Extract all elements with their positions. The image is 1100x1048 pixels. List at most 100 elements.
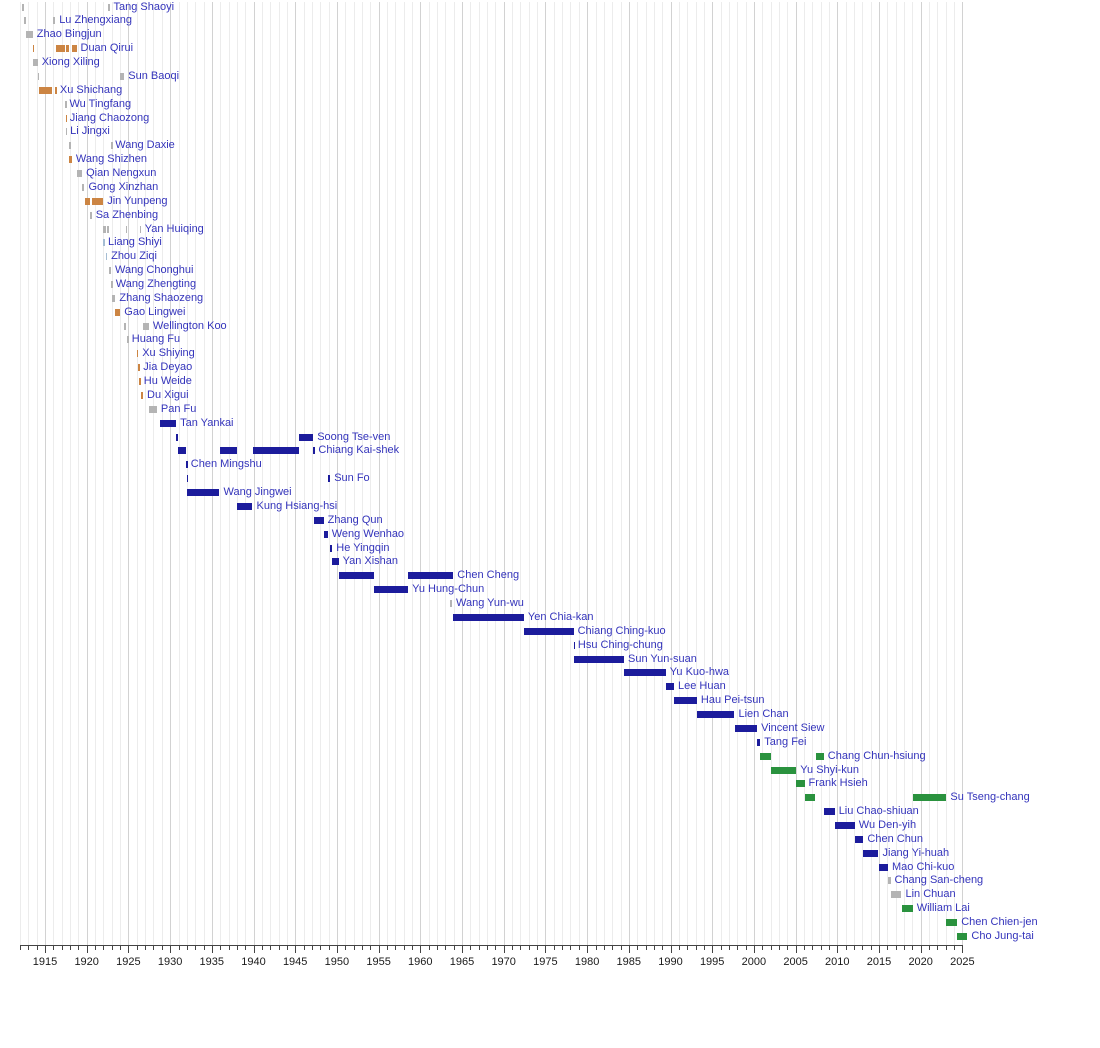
premier-link[interactable]: Wu Tingfang [69, 97, 132, 110]
premier-link[interactable]: Weng Wenhao [331, 527, 405, 540]
premier-link[interactable]: Lee Huan [678, 680, 726, 693]
x-axis-minor-tick [804, 946, 805, 950]
premier-link[interactable]: Xu Shichang [59, 83, 123, 96]
premier-link[interactable]: Chiang Ching-kuo [577, 624, 666, 637]
year-gridline [395, 2, 397, 945]
premier-link[interactable]: Vincent Siew [761, 721, 825, 734]
premier-link[interactable]: Chang San-cheng [894, 874, 984, 887]
premier-link[interactable]: Wang Shizhen [75, 153, 148, 166]
premier-link[interactable]: Kung Hsiang-hsi [256, 499, 338, 512]
premier-link[interactable]: Yu Hung-Chun [412, 583, 485, 596]
x-axis-major-tick [128, 946, 130, 953]
premier-link[interactable]: William Lai [916, 902, 970, 915]
year-gridline [503, 2, 505, 945]
premier-link[interactable]: Hsu Ching-chung [577, 638, 663, 651]
term-bar [573, 641, 576, 649]
year-gridline [487, 2, 488, 945]
year-gridline [403, 2, 405, 945]
year-gridline [295, 2, 297, 945]
premier-link[interactable]: Tang Fei [764, 735, 807, 748]
premier-link[interactable]: Jia Deyao [143, 361, 193, 374]
year-gridline [637, 2, 639, 945]
premier-link[interactable]: Liang Shiyi [108, 236, 162, 249]
premier-link[interactable]: Lien Chan [738, 708, 789, 720]
premier-link[interactable]: Zhang Shaozeng [119, 291, 204, 304]
premier-link[interactable]: Yan Xishan [342, 555, 399, 568]
premier-link[interactable]: Qian Nengxun [86, 167, 157, 179]
term-bar [323, 530, 328, 538]
x-axis-tick-label: 1920 [74, 956, 99, 968]
premier-link[interactable]: Wellington Koo [152, 319, 227, 332]
term-bar [65, 128, 68, 136]
term-bar [124, 322, 126, 330]
premier-link[interactable]: Hu Weide [143, 375, 192, 387]
year-gridline [236, 2, 238, 945]
x-axis-minor-tick [445, 946, 447, 950]
premier-link[interactable]: Yen Chia-kan [527, 610, 594, 623]
premier-link[interactable]: Zhao Bingjun [36, 28, 102, 41]
premier-link[interactable]: Xu Shiying [142, 347, 195, 360]
premier-link[interactable]: Su Tseng-chang [950, 791, 1030, 804]
x-axis-minor-tick [203, 946, 205, 950]
x-axis-minor-tick [778, 946, 780, 950]
premier-link[interactable]: He Yingqin [336, 541, 390, 554]
premier-link[interactable]: Li Jingxi [70, 125, 110, 138]
plot-area: Tang Shaoyi Lu Zhengxiang Zhao Bingjun Duan… [20, 0, 1038, 968]
premier-link[interactable]: Zhang Qun [327, 513, 383, 526]
premier-link[interactable]: Chen Mingshu [190, 458, 262, 471]
premier-link[interactable]: Wu Den-yih [858, 818, 917, 831]
premier-link[interactable]: Liu Chao-shiuan [838, 805, 919, 818]
term-bar [901, 905, 913, 913]
premier-link[interactable]: Wang Chonghui [115, 264, 194, 277]
premier-link[interactable]: Tan Yankai [180, 416, 234, 429]
premier-link[interactable]: Xiong Xiling [41, 56, 100, 68]
year-gridline [937, 2, 939, 945]
year-gridline [528, 2, 530, 945]
premier-link[interactable]: Jiang Chaozong [69, 111, 150, 124]
premier-link[interactable]: Sun Fo [334, 472, 370, 485]
premier-link[interactable]: Lu Zhengxiang [59, 14, 132, 27]
premier-link[interactable]: Zhou Ziqi [111, 250, 157, 263]
premier-link[interactable]: Wang Yun-wu [456, 597, 524, 609]
year-gridline [920, 2, 922, 945]
premier-link[interactable]: Wang Daxie [115, 139, 175, 152]
premier-link[interactable]: Chen Chun [867, 832, 924, 845]
premier-link[interactable]: Gong Xinzhan [88, 180, 159, 193]
premier-link[interactable]: Gao Lingwei [124, 305, 186, 318]
premier-link[interactable]: Chang Chun-hsiung [827, 749, 926, 762]
premier-link[interactable]: Duan Qirui [80, 42, 134, 55]
x-axis-minor-tick [895, 946, 897, 950]
premier-link[interactable]: Jiang Yi-huah [882, 846, 950, 859]
year-gridline [603, 2, 605, 945]
premier-link[interactable]: Sun Yun-suan [628, 652, 697, 665]
x-axis-minor-tick [370, 946, 372, 950]
premier-link[interactable]: Du Xigui [147, 388, 189, 401]
premier-link[interactable]: Yu Shyi-kun [800, 763, 859, 776]
premier-link[interactable]: Mao Chi-kuo [892, 860, 955, 873]
premier-link[interactable]: Chiang Kai-shek [318, 444, 400, 457]
premier-link[interactable]: Lin Chuan [905, 888, 956, 901]
premier-link[interactable]: Hau Pei-tsun [700, 694, 765, 707]
premier-link[interactable]: Chen Cheng [457, 569, 520, 582]
premier-link[interactable]: Yu Kuo-hwa [669, 666, 730, 679]
premier-link[interactable]: Cho Jung-tai [971, 929, 1034, 942]
x-axis-minor-tick [20, 946, 21, 950]
premier-link[interactable]: Wang Jingwei [223, 486, 292, 498]
premier-link[interactable]: Soong Tse-ven [317, 430, 391, 443]
premier-link[interactable]: Sun Baoqi [128, 69, 180, 82]
premier-link[interactable]: Huang Fu [131, 333, 181, 346]
x-axis-minor-tick [186, 946, 188, 950]
term-bar [139, 378, 141, 385]
premier-link[interactable]: Pan Fu [160, 402, 197, 415]
premier-link[interactable]: Tang Shaoyi [113, 0, 175, 13]
year-gridline [862, 2, 864, 945]
premier-link[interactable]: Sa Zhenbing [95, 208, 159, 221]
premier-link[interactable]: Frank Hsieh [808, 777, 868, 790]
x-axis-major-tick [837, 946, 839, 953]
premier-link[interactable]: Yan Huiqing [144, 222, 204, 235]
premier-link[interactable]: Wang Zhengting [115, 277, 197, 290]
premier-link[interactable]: Chen Chien-jen [961, 916, 1038, 929]
premier-link[interactable]: Jin Yunpeng [107, 194, 168, 207]
term-bar [103, 225, 105, 233]
year-gridline [620, 2, 622, 945]
